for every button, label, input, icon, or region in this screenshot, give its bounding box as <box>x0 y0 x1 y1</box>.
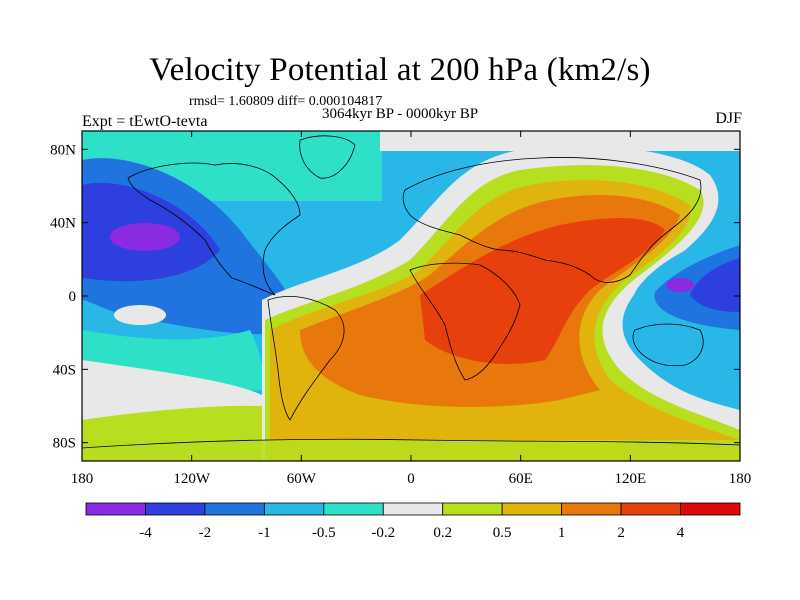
colorbar-label: -4 <box>139 525 152 541</box>
colorbar-label: -0.5 <box>312 525 336 541</box>
colorbar-swatch <box>382 502 444 516</box>
y-axis: 80N 40N 0 40S 80S <box>50 142 740 452</box>
x-axis: 180 120W 60W 0 60E 120E 180 <box>71 131 752 487</box>
y-tick-label: 40N <box>50 216 76 232</box>
colorbar-label: -0.2 <box>371 525 395 541</box>
x-tick-label: 60E <box>509 471 533 487</box>
colorbar-label: 4 <box>677 525 685 541</box>
colorbar-label: 1 <box>558 525 566 541</box>
colorbar-label: 0.2 <box>433 525 452 541</box>
colorbar-swatch <box>323 502 384 516</box>
x-tick-label: 120E <box>614 471 646 487</box>
colorbar-swatch <box>85 502 146 516</box>
experiment-label: Expt = tEwtO-tevta <box>82 113 208 130</box>
colorbar-swatch <box>145 502 206 516</box>
y-tick-label: 40S <box>53 362 76 378</box>
y-tick-label: 80S <box>53 436 76 452</box>
colorbar-label: 2 <box>617 525 625 541</box>
colorbar-swatch <box>561 502 622 516</box>
period-label: 3064kyr BP - 0000kyr BP <box>322 106 479 122</box>
x-tick-label: 60W <box>287 471 317 487</box>
colorbar-swatch <box>263 502 325 516</box>
y-tick-label: 0 <box>69 289 77 305</box>
colorbar-swatch <box>442 502 503 516</box>
colorbar-label: -2 <box>199 525 212 541</box>
season-label: DJF <box>715 110 742 127</box>
y-tick-label: 80N <box>50 142 76 158</box>
colorbar-swatch <box>501 502 563 516</box>
colorbar-label: -1 <box>258 525 271 541</box>
colorbar-swatch <box>620 502 681 516</box>
stats-label: rmsd= 1.60809 diff= 0.000104817 <box>189 94 383 109</box>
chart-title: Velocity Potential at 200 hPa (km2/s) <box>149 52 651 88</box>
coastlines <box>82 135 740 449</box>
colorbar-label: 0.5 <box>493 525 512 541</box>
velocity-potential-field <box>82 131 740 461</box>
x-tick-label: 180 <box>71 471 94 487</box>
colorbar-swatch <box>204 502 265 516</box>
x-tick-label: 120W <box>173 471 211 487</box>
x-tick-label: 0 <box>407 471 415 487</box>
x-tick-label: 180 <box>729 471 752 487</box>
colorbar: -4 -2 -1 -0.5 -0.2 0.2 0.5 1 2 4 <box>85 502 741 541</box>
colorbar-swatch <box>680 502 741 516</box>
